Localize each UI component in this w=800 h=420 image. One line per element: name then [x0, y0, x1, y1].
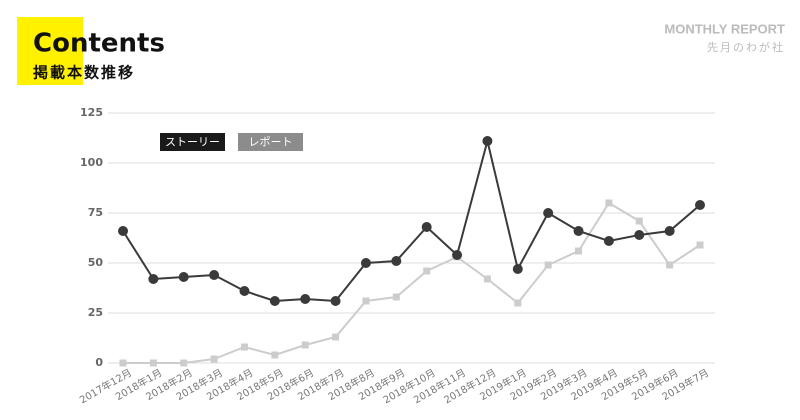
point-marker — [603, 236, 614, 246]
point-marker — [666, 261, 674, 269]
series-line — [122, 140, 701, 303]
point-marker — [301, 341, 309, 349]
y-tick-label: 50 — [88, 256, 104, 269]
point-marker — [634, 230, 645, 240]
point-marker — [269, 296, 280, 306]
point-marker — [605, 199, 613, 207]
point-marker — [575, 247, 583, 255]
page-title: Contents — [33, 29, 165, 59]
point-marker — [148, 274, 159, 284]
point-marker — [119, 359, 127, 367]
legend-box — [238, 133, 303, 151]
series-line — [123, 201, 701, 364]
point-marker — [239, 286, 250, 296]
report-label: MONTHLY REPORT — [664, 21, 785, 36]
point-marker — [271, 351, 279, 359]
point-marker — [695, 200, 705, 210]
company-label: 先月のわが社 — [707, 40, 785, 54]
point-marker — [573, 226, 584, 236]
point-marker — [362, 297, 370, 305]
point-marker — [300, 294, 311, 304]
point-marker — [635, 217, 643, 225]
point-marker — [392, 293, 400, 301]
point-marker — [512, 264, 523, 274]
point-marker — [452, 250, 463, 260]
point-marker — [209, 270, 220, 280]
legend-label: レポート — [249, 136, 293, 149]
point-marker — [180, 359, 188, 367]
accent-box — [17, 17, 83, 85]
point-marker — [664, 226, 675, 236]
y-tick-label: 0 — [95, 356, 103, 369]
y-tick-label: 100 — [80, 156, 103, 169]
y-tick-label: 125 — [80, 106, 103, 119]
point-marker — [483, 275, 491, 283]
point-marker — [149, 359, 157, 367]
point-marker — [391, 256, 402, 266]
point-marker — [330, 296, 341, 306]
point-marker — [543, 208, 554, 218]
point-marker — [482, 136, 493, 146]
point-marker — [514, 299, 522, 307]
legend-box — [160, 133, 225, 151]
point-marker — [423, 267, 431, 275]
point-marker — [360, 258, 371, 268]
page-subtitle: 掲載本数推移 — [33, 64, 135, 82]
y-tick-label: 25 — [88, 306, 103, 319]
legend-label: ストーリー — [165, 136, 220, 149]
point-marker — [210, 355, 218, 363]
point-marker — [421, 222, 432, 232]
point-marker — [332, 333, 340, 341]
point-marker — [118, 226, 128, 236]
point-marker — [240, 343, 248, 351]
y-tick-label: 75 — [88, 206, 103, 219]
point-marker — [696, 241, 704, 249]
point-marker — [178, 272, 189, 282]
point-marker — [544, 261, 552, 269]
